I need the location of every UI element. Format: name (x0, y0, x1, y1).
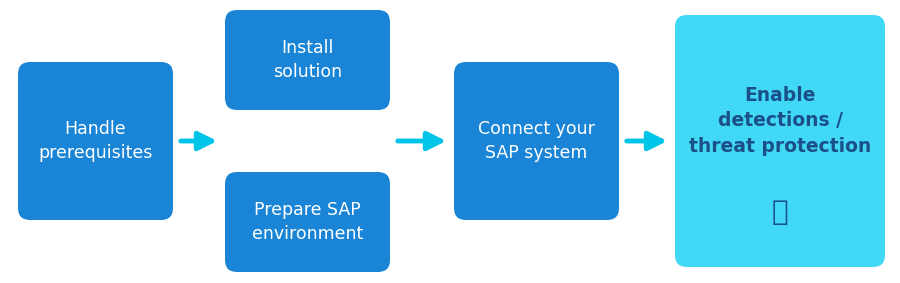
Text: Enable
detections /
threat protection: Enable detections / threat protection (688, 85, 871, 156)
Text: Handle
prerequisites: Handle prerequisites (39, 120, 153, 162)
FancyBboxPatch shape (675, 15, 885, 267)
FancyBboxPatch shape (225, 10, 390, 110)
Text: ⛨: ⛨ (771, 198, 788, 226)
FancyBboxPatch shape (454, 62, 619, 220)
Text: Connect your
SAP system: Connect your SAP system (478, 120, 595, 162)
FancyBboxPatch shape (225, 172, 390, 272)
Text: Install
solution: Install solution (273, 39, 342, 81)
FancyBboxPatch shape (18, 62, 173, 220)
Text: Prepare SAP
environment: Prepare SAP environment (252, 201, 363, 243)
